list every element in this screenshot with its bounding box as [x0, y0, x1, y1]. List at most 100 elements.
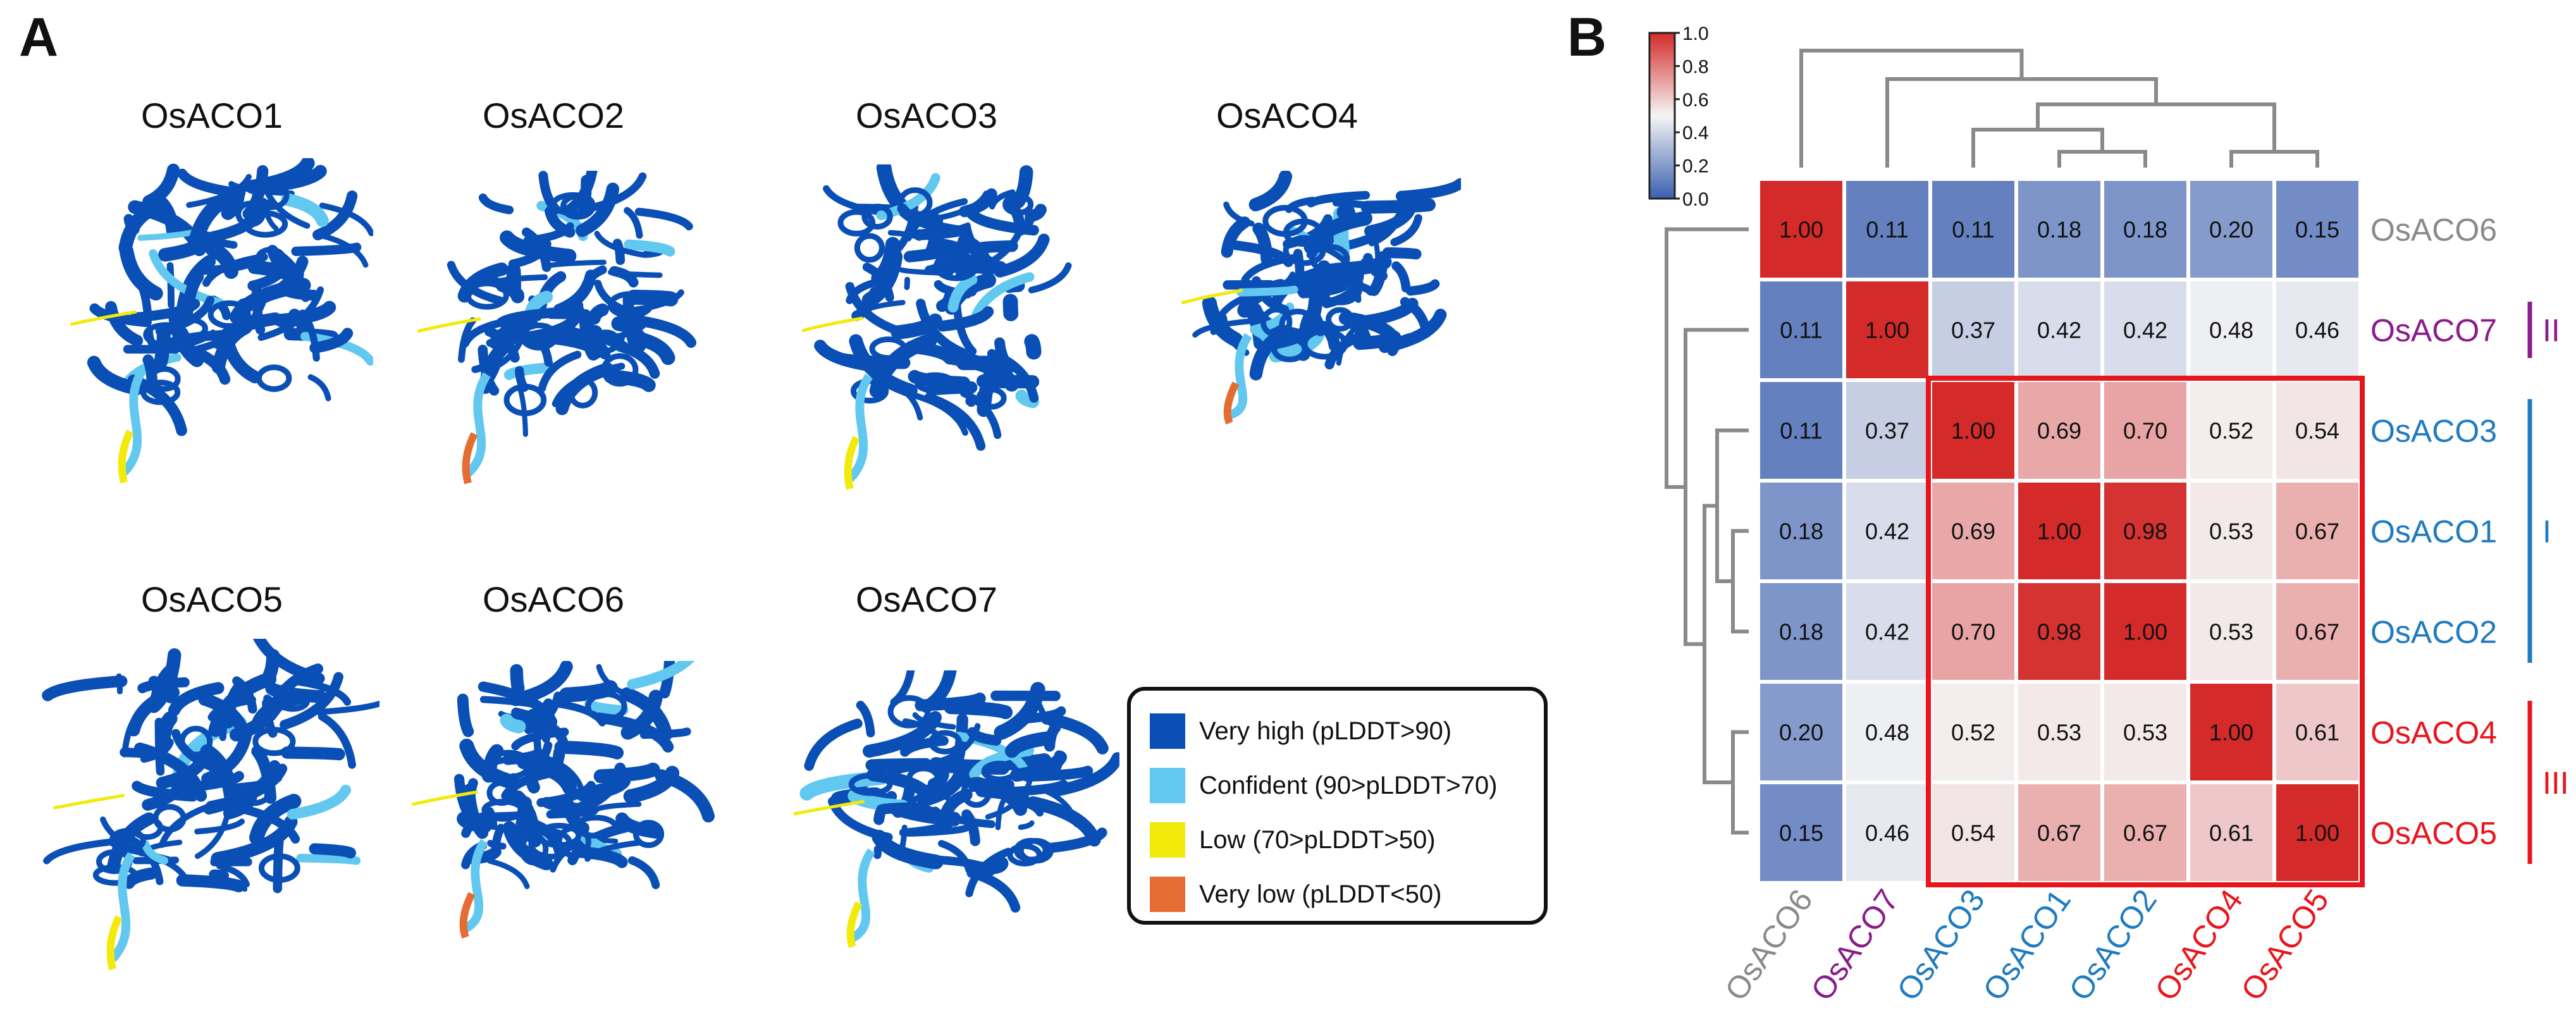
- legend-row-confident: Confident (90>pLDDT>70): [1150, 767, 1497, 804]
- legend-row-very-high: Very high (pLDDT>90): [1150, 712, 1451, 750]
- heatmap-cell-5-0: [1760, 684, 1842, 780]
- cell-value-6-1: 0.46: [1865, 820, 1909, 846]
- cell-value-0-6: 0.15: [2295, 217, 2339, 243]
- heatmap-cell-4-5: [2190, 583, 2272, 680]
- legend-swatch-very-high: [1150, 713, 1185, 749]
- heatmap-cell-3-3: [2018, 483, 2100, 579]
- cell-value-5-6: 0.61: [2295, 720, 2339, 746]
- panel-b-letter: B: [1567, 7, 1607, 68]
- heatmap-cell-3-1: [1846, 483, 1928, 579]
- heatmap-cell-4-3: [2018, 583, 2100, 680]
- cell-value-1-3: 0.42: [2037, 317, 2081, 343]
- heatmap-cell-3-5: [2190, 483, 2272, 579]
- highlight-box: [1926, 376, 2365, 887]
- cell-value-1-2: 0.37: [1951, 317, 1995, 343]
- cell-value-5-0: 0.20: [1779, 720, 1823, 746]
- cell-value-5-4: 0.53: [2123, 720, 2167, 746]
- heatmap-cell-6-6: [2276, 784, 2358, 881]
- row-label-osaco6: OsACO6: [2370, 213, 2497, 248]
- group-label-i: I: [2542, 514, 2551, 550]
- column-label-osaco3: OsACO3: [1890, 883, 1992, 1007]
- heatmap-cell-0-2: [1932, 181, 2014, 278]
- cell-value-5-2: 0.52: [1951, 720, 1995, 746]
- cell-value-4-0: 0.18: [1779, 619, 1823, 645]
- structure-osaco7: [793, 670, 1119, 948]
- cell-value-1-0: 0.11: [1780, 317, 1822, 343]
- legend-swatch-confident: [1150, 768, 1185, 803]
- heatmap-cell-0-4: [2104, 181, 2186, 278]
- column-label-osaco4: OsACO4: [2148, 883, 2250, 1007]
- cell-value-1-1: 1.00: [1865, 317, 1909, 343]
- colorbar-tick-label-3: 0.4: [1682, 123, 1709, 144]
- cell-value-4-2: 0.70: [1951, 619, 1995, 645]
- cell-value-2-6: 0.54: [2295, 418, 2339, 444]
- heatmap-cell-0-3: [2018, 181, 2100, 278]
- row-label-osaco2: OsACO2: [2370, 615, 2497, 650]
- legend-label-confident: Confident (90>pLDDT>70): [1199, 771, 1498, 799]
- legend-row-very-low: Very low (pLDDT<50): [1150, 875, 1441, 913]
- group-label-iii: III: [2542, 765, 2569, 801]
- heatmap-cell-1-1: [1846, 281, 1928, 378]
- heatmap-cell-6-0: [1760, 784, 1842, 881]
- heatmap-cell-1-6: [2276, 281, 2358, 378]
- heatmap-cell-6-5: [2190, 784, 2272, 881]
- heatmap-cell-3-0: [1760, 483, 1842, 579]
- cell-value-4-3: 0.98: [2037, 619, 2081, 645]
- protein-title-osaco6: OsACO6: [482, 579, 625, 619]
- group-label-ii: II: [2542, 313, 2560, 348]
- legend-label-very-high: Very high (pLDDT>90): [1199, 717, 1452, 745]
- cell-value-2-3: 0.69: [2037, 418, 2081, 444]
- protein-title-osaco7: OsACO7: [855, 579, 998, 619]
- heatmap-cell-5-1: [1846, 684, 1928, 780]
- cell-value-5-3: 0.53: [2037, 720, 2081, 746]
- cell-value-1-4: 0.42: [2123, 317, 2167, 343]
- colorbar-tick-label-5: 0.0: [1682, 189, 1709, 210]
- structure-osaco6: [412, 661, 715, 939]
- cell-value-3-2: 0.69: [1951, 519, 1995, 545]
- row-label-osaco1: OsACO1: [2370, 514, 2497, 550]
- cell-value-4-5: 0.53: [2209, 619, 2253, 645]
- dendro-top-3-12: [1971, 128, 2104, 168]
- similarity-heatmap: 1.00 0.11 0.11 0.18 0.18 0.20 0.15 0.11 1.00 0.37…: [1648, 23, 2569, 1007]
- heatmap-cell-3-4: [2104, 483, 2186, 579]
- cell-value-4-4: 1.00: [2123, 619, 2167, 645]
- legend-label-very-low: Very low (pLDDT<50): [1199, 880, 1442, 908]
- legend-swatch-very-low: [1150, 877, 1185, 912]
- heatmap-cell-2-1: [1846, 382, 1928, 479]
- cell-value-5-1: 0.48: [1865, 720, 1909, 746]
- colorbar-tick-label-1: 0.8: [1682, 56, 1709, 77]
- cell-value-2-4: 0.70: [2123, 418, 2167, 444]
- heatmap-cell-2-4: [2104, 382, 2186, 479]
- cell-value-0-4: 0.18: [2123, 217, 2167, 243]
- heatmap-cell-4-0: [1760, 583, 1842, 680]
- cell-value-6-2: 0.54: [1951, 820, 1995, 846]
- heatmap-cell-3-2: [1932, 483, 2014, 579]
- protein-title-osaco3: OsACO3: [855, 96, 998, 135]
- dendro-top-4-5: [2229, 150, 2319, 168]
- structure-osaco5: [42, 639, 379, 970]
- colorbar: [1648, 32, 1676, 200]
- cell-value-0-3: 0.18: [2037, 217, 2081, 243]
- dendro-top-1-2: [2057, 150, 2147, 168]
- column-label-osaco5: OsACO5: [2234, 883, 2336, 1007]
- cell-value-3-1: 0.42: [1865, 519, 1909, 545]
- cell-value-0-0: 1.00: [1779, 217, 1823, 243]
- heatmap-cell-5-5: [2190, 684, 2272, 780]
- cell-value-6-3: 0.67: [2037, 820, 2081, 846]
- heatmap-cell-2-3: [2018, 382, 2100, 479]
- heatmap-cell-0-1: [1846, 181, 1928, 278]
- row-label-osaco5: OsACO5: [2370, 816, 2497, 851]
- heatmap-cell-1-4: [2104, 281, 2186, 378]
- cell-value-0-2: 0.11: [1952, 217, 1994, 243]
- cell-value-6-0: 0.15: [1779, 820, 1823, 846]
- column-label-osaco2: OsACO2: [2062, 883, 2164, 1007]
- column-label-osaco7: OsACO7: [1804, 883, 1906, 1007]
- structure-osaco2: [417, 171, 697, 484]
- heatmap-cell-5-6: [2276, 684, 2358, 780]
- cell-value-0-1: 0.11: [1866, 217, 1908, 243]
- heatmap-cell-2-2: [1932, 382, 2014, 479]
- heatmap-cell-5-3: [2018, 684, 2100, 780]
- column-label-osaco1: OsACO1: [1976, 883, 2078, 1007]
- cell-value-2-1: 0.37: [1865, 418, 1909, 444]
- cell-value-2-5: 0.52: [2209, 418, 2253, 444]
